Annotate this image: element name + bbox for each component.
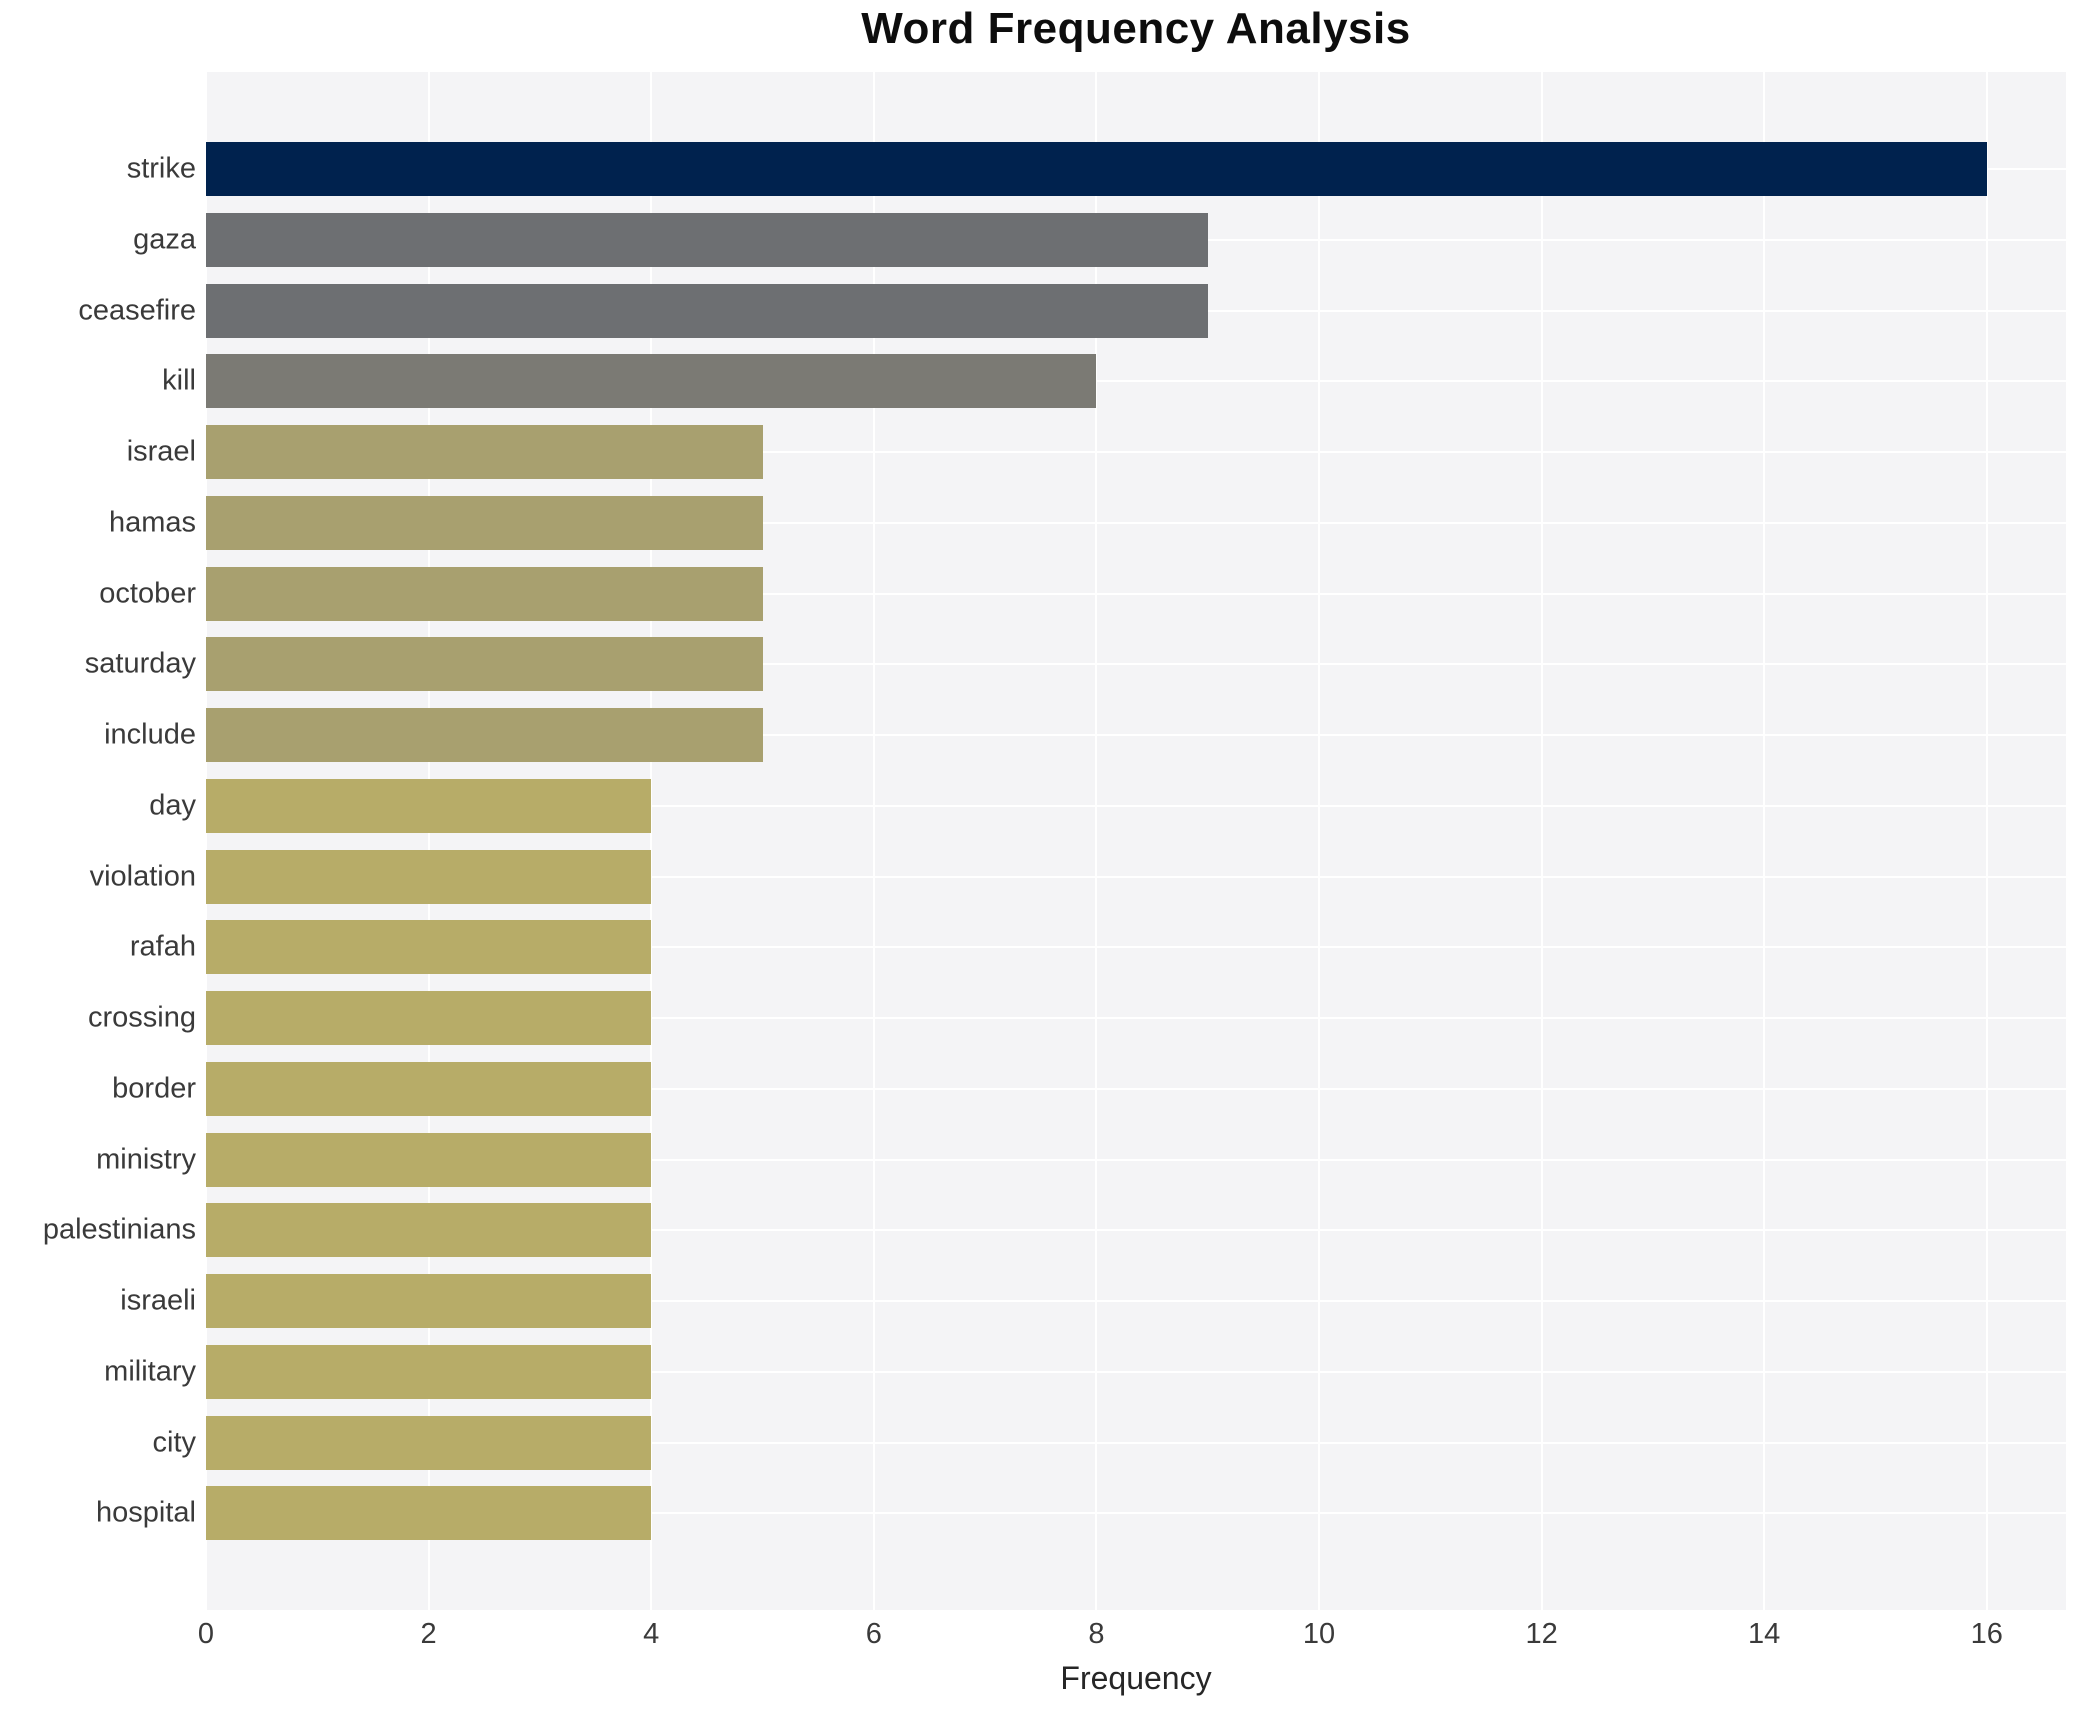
x-axis-title: Frequency xyxy=(1060,1660,1212,1696)
x-gridline xyxy=(205,72,207,1610)
category-label-ministry: ministry xyxy=(96,1143,196,1175)
y-gridline xyxy=(206,1300,2066,1302)
y-gridline xyxy=(206,380,2066,383)
y-gridline xyxy=(206,1017,2066,1019)
category-label-israel: israel xyxy=(126,435,196,468)
bar-palestinians xyxy=(206,1203,652,1258)
y-gridline xyxy=(206,946,2066,949)
y-gridline xyxy=(206,1512,2066,1515)
bar-hospital xyxy=(206,1486,652,1541)
x-gridline xyxy=(872,72,875,1610)
bar-october xyxy=(206,566,763,621)
x-tick-label-2: 2 xyxy=(420,1618,437,1650)
y-gridline xyxy=(206,1441,2066,1444)
y-gridline xyxy=(206,734,2066,736)
x-gridline xyxy=(1763,72,1766,1610)
bar-military xyxy=(206,1344,652,1399)
bar-violation xyxy=(206,849,652,904)
y-gridline xyxy=(206,1158,2066,1161)
x-tick-label-6: 6 xyxy=(865,1618,882,1650)
bar-hamas xyxy=(206,495,763,550)
y-gridline xyxy=(206,1087,2066,1090)
x-tick-label-4: 4 xyxy=(643,1618,660,1650)
bar-kill xyxy=(206,354,1097,409)
bar-include xyxy=(206,708,763,762)
x-tick-label-16: 16 xyxy=(1970,1618,2003,1650)
category-label-violation: violation xyxy=(89,860,196,892)
x-gridline xyxy=(1985,72,1988,1610)
category-label-israeli: israeli xyxy=(120,1284,196,1317)
bar-crossing xyxy=(206,991,652,1045)
category-label-strike: strike xyxy=(126,152,196,185)
x-tick-label-0: 0 xyxy=(197,1618,215,1650)
bar-city xyxy=(206,1415,652,1470)
x-tick-label-8: 8 xyxy=(1088,1618,1105,1650)
x-gridline xyxy=(1540,72,1543,1610)
bar-day xyxy=(206,778,652,833)
y-gridline xyxy=(206,804,2066,807)
bar-border xyxy=(206,1061,652,1116)
category-label-hospital: hospital xyxy=(96,1496,196,1529)
plot-area xyxy=(205,72,2066,1610)
y-gridline xyxy=(206,451,2066,453)
y-gridline xyxy=(206,1370,2066,1373)
category-label-october: october xyxy=(99,577,196,609)
bar-israeli xyxy=(206,1274,652,1328)
category-label-saturday: saturday xyxy=(84,647,196,680)
x-gridline xyxy=(1318,72,1320,1610)
x-gridline xyxy=(650,72,653,1610)
category-label-kill: kill xyxy=(162,364,196,397)
bar-gaza xyxy=(206,212,1208,267)
x-tick-label-14: 14 xyxy=(1748,1618,1781,1650)
category-label-rafah: rafah xyxy=(129,930,196,963)
category-label-ceasefire: ceasefire xyxy=(78,294,196,326)
category-label-palestinians: palestinians xyxy=(42,1213,196,1246)
category-label-border: border xyxy=(112,1072,196,1105)
y-gridline xyxy=(206,1229,2066,1232)
x-gridline xyxy=(1095,72,1098,1610)
bar-israel xyxy=(206,425,763,479)
y-gridline xyxy=(206,521,2066,524)
bar-rafah xyxy=(206,920,652,975)
bar-saturday xyxy=(206,637,763,692)
x-tick-label-10: 10 xyxy=(1302,1618,1336,1650)
bar-ministry xyxy=(206,1132,652,1187)
category-label-hamas: hamas xyxy=(108,506,196,539)
x-tick-label-12: 12 xyxy=(1525,1618,1558,1650)
y-gridline xyxy=(206,663,2066,666)
category-label-military: military xyxy=(104,1355,196,1388)
chart-title: Word Frequency Analysis xyxy=(861,4,1411,53)
bar-ceasefire xyxy=(206,283,1208,338)
y-gridline xyxy=(206,592,2066,595)
category-label-day: day xyxy=(149,789,196,822)
bar-strike xyxy=(206,142,1987,196)
category-label-city: city xyxy=(152,1426,197,1458)
category-label-include: include xyxy=(104,718,196,751)
category-label-gaza: gaza xyxy=(133,223,196,256)
x-gridline xyxy=(427,72,430,1610)
category-label-crossing: crossing xyxy=(88,1001,196,1034)
y-gridline xyxy=(206,875,2066,878)
